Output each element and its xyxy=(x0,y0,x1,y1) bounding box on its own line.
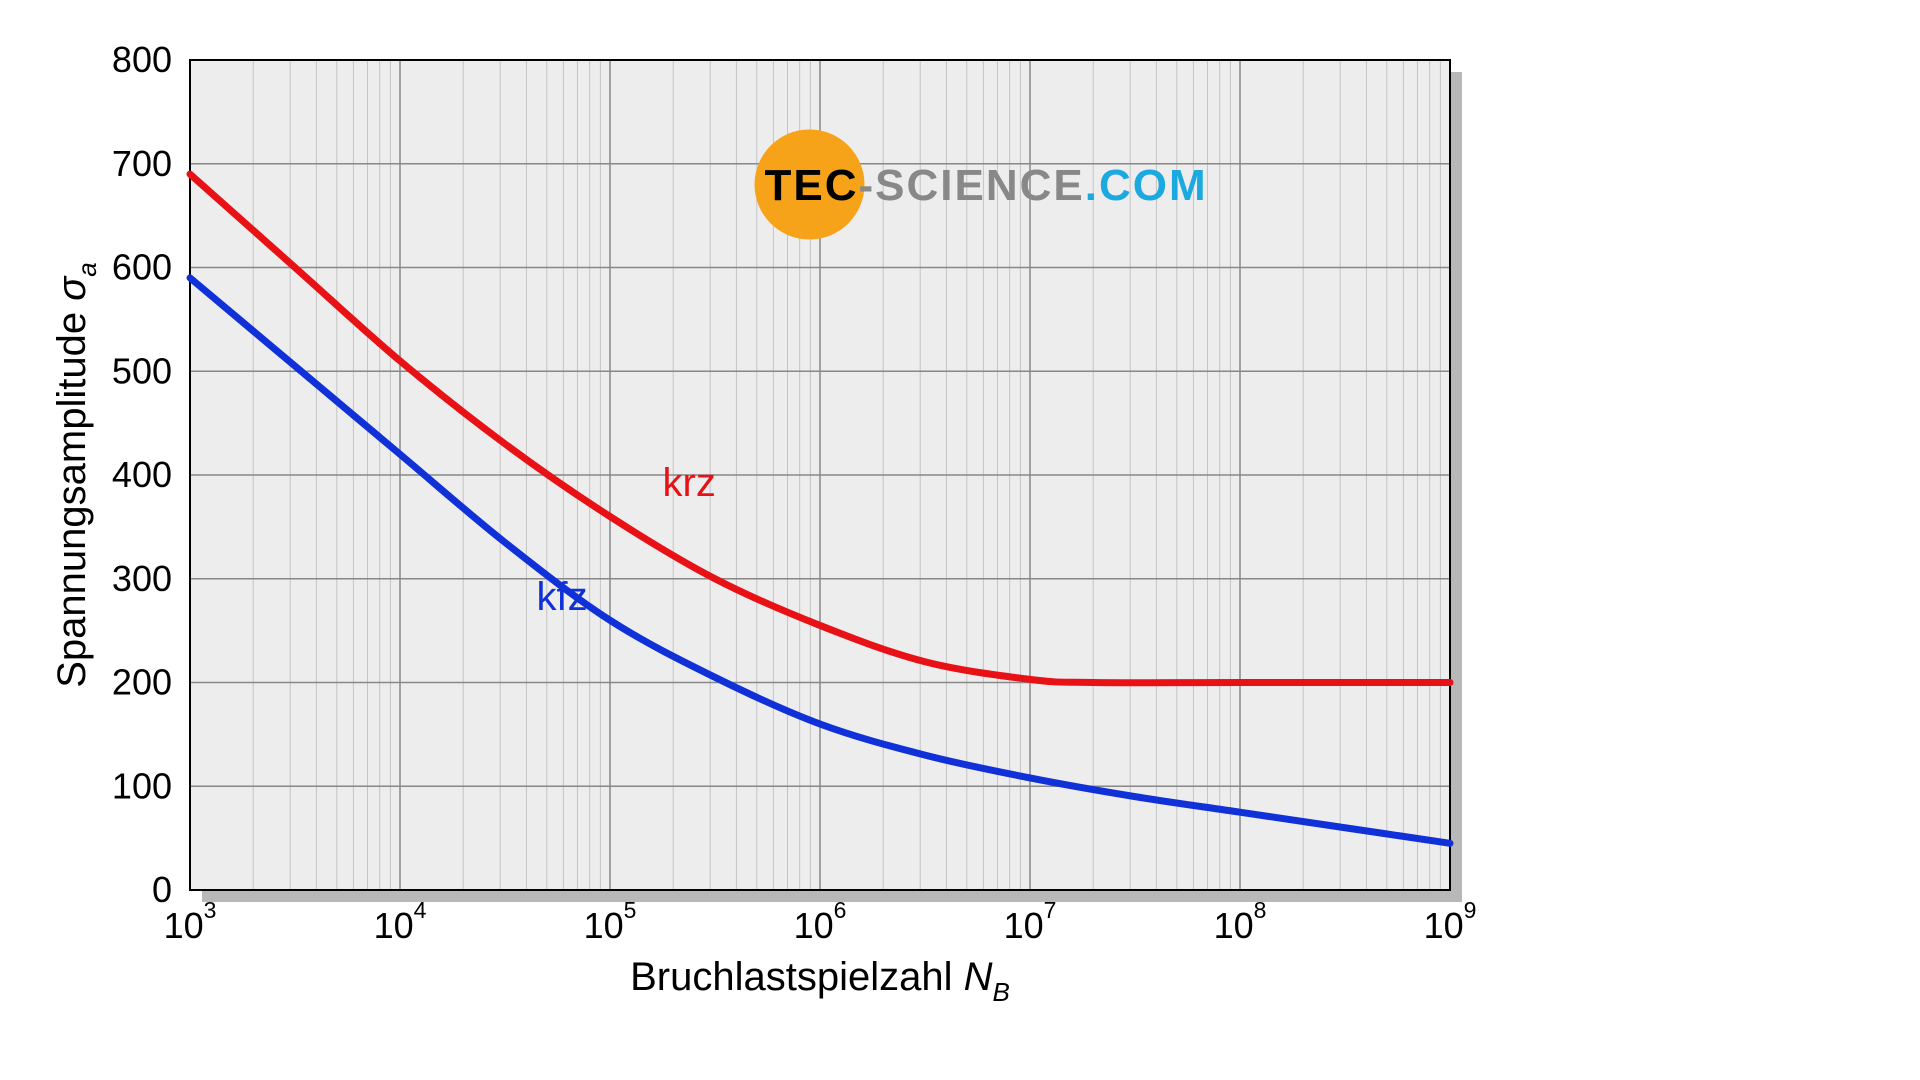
y-tick-label: 100 xyxy=(112,765,172,806)
x-axis-label: Bruchlastspielzahl NB xyxy=(630,955,1010,1007)
wohler-chart: krz kfz 0 100 200 300 400 500 600 700 800 103 104 105… xyxy=(40,40,1540,1040)
x-tick-label: 108 xyxy=(1214,897,1267,946)
x-tick-label: 103 xyxy=(164,897,217,946)
series-label-kfz: kfz xyxy=(537,575,588,619)
y-tick-label: 600 xyxy=(112,247,172,288)
y-tick-label: 200 xyxy=(112,662,172,703)
x-tick-label: 107 xyxy=(1004,897,1057,946)
y-tick-label: 300 xyxy=(112,558,172,599)
series-label-krz: krz xyxy=(663,461,716,505)
y-tick-label: 0 xyxy=(152,869,172,910)
chart-svg: krz kfz 0 100 200 300 400 500 600 700 800 103 104 105… xyxy=(40,40,1540,1040)
y-axis-label: Spannungsamplitude σa xyxy=(50,262,102,688)
y-tick-label: 700 xyxy=(112,143,172,184)
logo-text: TEC-SCIENCE.COM xyxy=(765,161,1208,210)
x-tick-label: 104 xyxy=(374,897,427,946)
y-tick-label: 500 xyxy=(112,350,172,391)
y-tick-label: 800 xyxy=(112,40,172,80)
y-tick-label: 400 xyxy=(112,454,172,495)
x-tick-label: 105 xyxy=(584,897,637,946)
x-tick-label: 106 xyxy=(794,897,847,946)
x-tick-label: 109 xyxy=(1424,897,1477,946)
